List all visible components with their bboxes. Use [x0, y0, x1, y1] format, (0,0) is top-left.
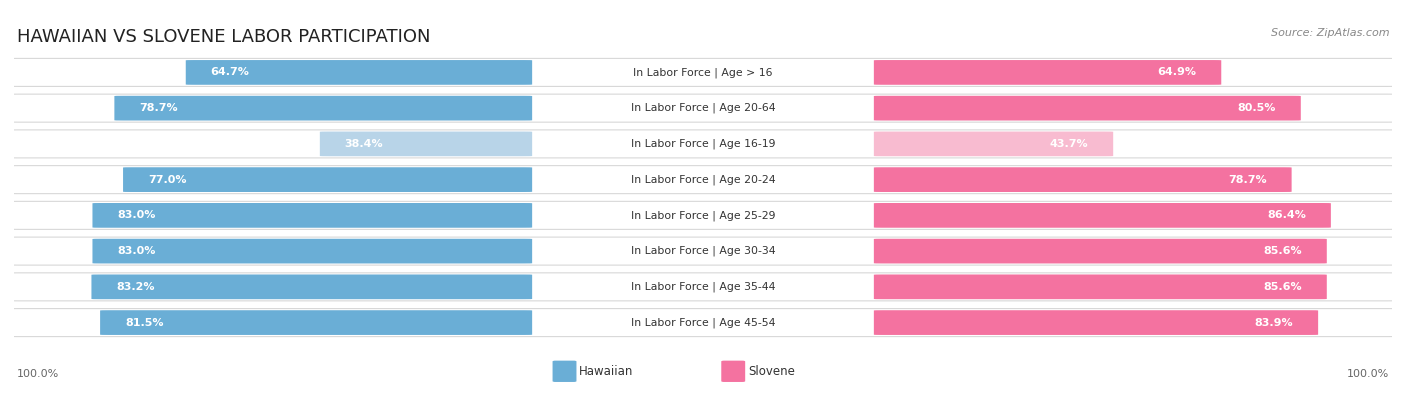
- Text: 86.4%: 86.4%: [1267, 211, 1306, 220]
- Text: 78.7%: 78.7%: [139, 103, 177, 113]
- FancyBboxPatch shape: [875, 132, 1114, 156]
- FancyBboxPatch shape: [875, 239, 1327, 263]
- Text: 85.6%: 85.6%: [1264, 282, 1302, 292]
- Text: Source: ZipAtlas.com: Source: ZipAtlas.com: [1271, 28, 1389, 38]
- FancyBboxPatch shape: [1, 201, 1405, 229]
- Text: 43.7%: 43.7%: [1050, 139, 1088, 149]
- FancyBboxPatch shape: [875, 203, 1331, 228]
- Text: 38.4%: 38.4%: [344, 139, 384, 149]
- Text: In Labor Force | Age 20-64: In Labor Force | Age 20-64: [631, 103, 775, 113]
- Text: 83.9%: 83.9%: [1254, 318, 1294, 327]
- Text: Hawaiian: Hawaiian: [579, 365, 634, 378]
- FancyBboxPatch shape: [1, 166, 1405, 194]
- Text: 100.0%: 100.0%: [17, 369, 59, 379]
- Text: In Labor Force | Age 20-24: In Labor Force | Age 20-24: [631, 174, 775, 185]
- FancyBboxPatch shape: [1, 273, 1405, 301]
- FancyBboxPatch shape: [319, 132, 531, 156]
- FancyBboxPatch shape: [91, 275, 531, 299]
- Text: 78.7%: 78.7%: [1229, 175, 1267, 184]
- FancyBboxPatch shape: [875, 60, 1222, 85]
- Text: In Labor Force | Age 16-19: In Labor Force | Age 16-19: [631, 139, 775, 149]
- FancyBboxPatch shape: [1, 94, 1405, 122]
- FancyBboxPatch shape: [93, 203, 531, 228]
- FancyBboxPatch shape: [875, 96, 1301, 120]
- Text: 64.7%: 64.7%: [211, 68, 249, 77]
- Text: 81.5%: 81.5%: [125, 318, 163, 327]
- FancyBboxPatch shape: [875, 275, 1327, 299]
- FancyBboxPatch shape: [1, 237, 1405, 265]
- Text: 80.5%: 80.5%: [1237, 103, 1277, 113]
- Text: In Labor Force | Age 35-44: In Labor Force | Age 35-44: [631, 282, 775, 292]
- FancyBboxPatch shape: [100, 310, 531, 335]
- Text: In Labor Force | Age 45-54: In Labor Force | Age 45-54: [631, 317, 775, 328]
- Text: HAWAIIAN VS SLOVENE LABOR PARTICIPATION: HAWAIIAN VS SLOVENE LABOR PARTICIPATION: [17, 28, 430, 46]
- Text: In Labor Force | Age > 16: In Labor Force | Age > 16: [633, 67, 773, 78]
- FancyBboxPatch shape: [1, 308, 1405, 337]
- Text: 83.2%: 83.2%: [117, 282, 155, 292]
- FancyBboxPatch shape: [124, 167, 531, 192]
- FancyBboxPatch shape: [93, 239, 531, 263]
- Text: In Labor Force | Age 30-34: In Labor Force | Age 30-34: [631, 246, 775, 256]
- FancyBboxPatch shape: [114, 96, 531, 120]
- FancyBboxPatch shape: [1, 130, 1405, 158]
- Text: 100.0%: 100.0%: [1347, 369, 1389, 379]
- FancyBboxPatch shape: [875, 310, 1319, 335]
- Text: 83.0%: 83.0%: [117, 246, 156, 256]
- Text: 85.6%: 85.6%: [1264, 246, 1302, 256]
- Text: 83.0%: 83.0%: [117, 211, 156, 220]
- FancyBboxPatch shape: [186, 60, 531, 85]
- Text: 64.9%: 64.9%: [1157, 68, 1197, 77]
- Text: 77.0%: 77.0%: [148, 175, 187, 184]
- FancyBboxPatch shape: [875, 167, 1292, 192]
- FancyBboxPatch shape: [1, 58, 1405, 87]
- Text: In Labor Force | Age 25-29: In Labor Force | Age 25-29: [631, 210, 775, 221]
- Text: Slovene: Slovene: [748, 365, 794, 378]
